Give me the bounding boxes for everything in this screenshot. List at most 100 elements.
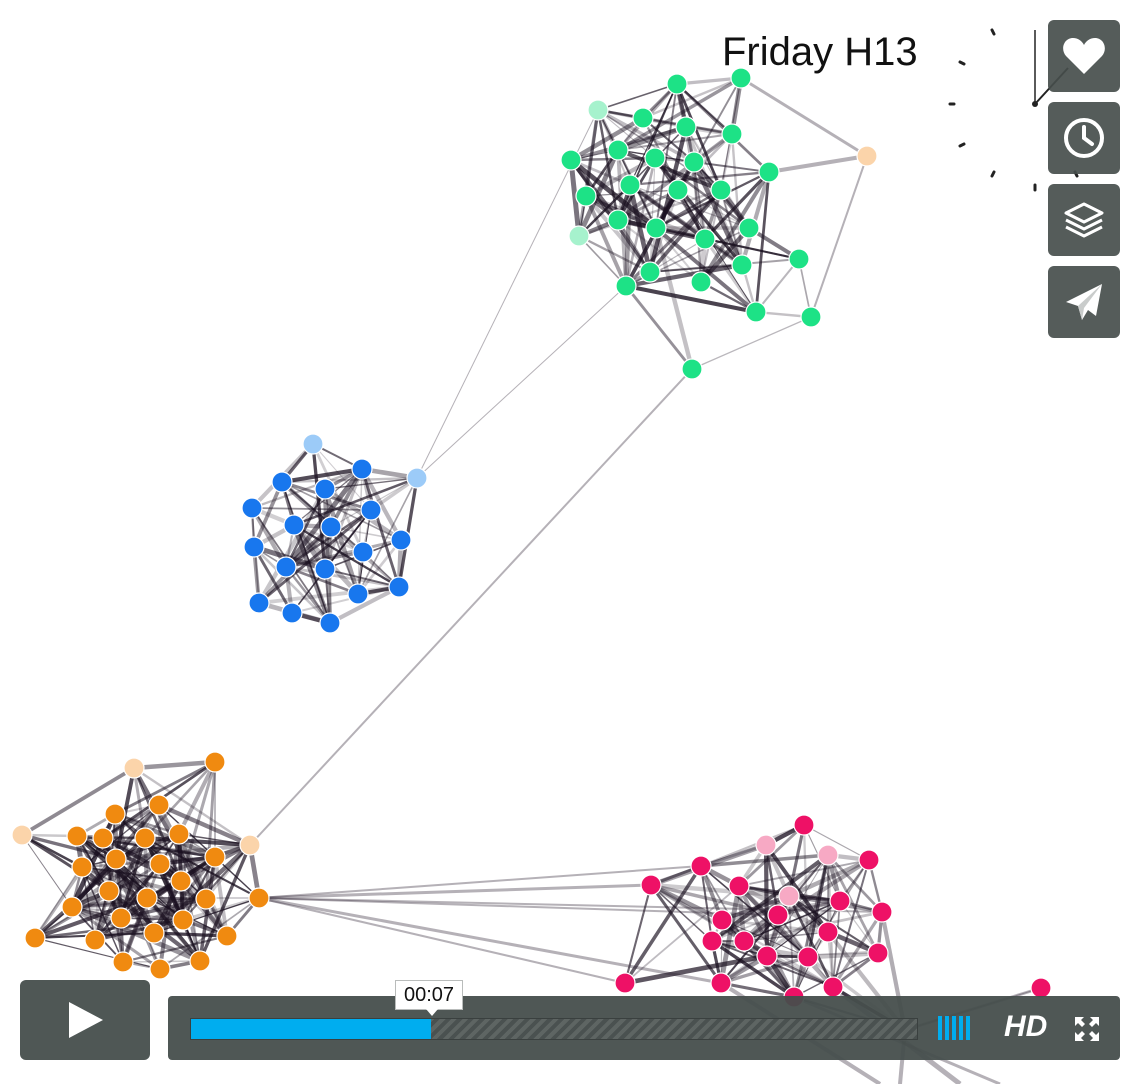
graph-node — [758, 161, 780, 183]
graph-node — [793, 814, 815, 836]
graph-node — [406, 467, 428, 489]
graph-node — [615, 275, 637, 297]
graph-node — [710, 179, 732, 201]
volume-control[interactable] — [938, 1016, 970, 1040]
graph-node — [314, 478, 336, 500]
graph-node — [767, 904, 789, 926]
graph-node — [800, 306, 822, 328]
collections-button[interactable] — [1048, 184, 1120, 256]
frame-title: Friday H13 — [722, 30, 918, 74]
share-button[interactable] — [1048, 266, 1120, 338]
volume-bar — [945, 1016, 949, 1040]
graph-node — [607, 209, 629, 231]
graph-node — [388, 576, 410, 598]
graph-node — [204, 846, 226, 868]
graph-node — [390, 529, 412, 551]
graph-node — [24, 927, 46, 949]
control-panel: HD — [168, 996, 1120, 1060]
play-button[interactable] — [20, 980, 150, 1060]
graph-node — [817, 844, 839, 866]
graph-node — [690, 271, 712, 293]
graph-node — [728, 875, 750, 897]
graph-node — [11, 824, 33, 846]
graph-node — [239, 834, 261, 856]
heart-icon — [1063, 38, 1105, 74]
graph-node — [778, 885, 800, 907]
graph-node — [92, 827, 114, 849]
graph-node — [568, 225, 590, 247]
graph-node — [619, 174, 641, 196]
volume-bar — [938, 1016, 942, 1040]
graph-node — [320, 516, 342, 538]
graph-nodes — [11, 67, 1052, 1041]
player-controls: HD 00:07 — [0, 980, 1140, 1084]
graph-node — [788, 248, 810, 270]
layers-icon — [1064, 202, 1104, 238]
graph-node — [690, 855, 712, 877]
graph-node — [71, 856, 93, 878]
hd-button[interactable]: HD — [1004, 1010, 1048, 1043]
graph-node — [61, 896, 83, 918]
graph-node — [360, 499, 382, 521]
graph-node — [204, 751, 226, 773]
graph-node — [123, 757, 145, 779]
graph-node — [745, 301, 767, 323]
graph-node — [195, 888, 217, 910]
graph-node — [683, 151, 705, 173]
graph-node — [248, 592, 270, 614]
watch-later-button[interactable] — [1048, 102, 1120, 174]
graph-node — [575, 185, 597, 207]
graph-node — [701, 930, 723, 952]
volume-bar — [966, 1016, 970, 1040]
graph-node — [105, 848, 127, 870]
graph-node — [755, 834, 777, 856]
graph-node — [136, 887, 158, 909]
graph-node — [733, 930, 755, 952]
graph-node — [248, 887, 270, 909]
graph-node — [189, 950, 211, 972]
graph-node — [607, 139, 629, 161]
play-icon — [69, 1002, 103, 1038]
clock-icon — [1064, 118, 1104, 158]
graph-node — [302, 433, 324, 455]
graph-node — [871, 901, 893, 923]
graph-node — [134, 827, 156, 849]
graph-node — [738, 217, 760, 239]
paper-plane-icon — [1066, 284, 1102, 320]
graph-node — [644, 147, 666, 169]
graph-node — [241, 497, 263, 519]
graph-node — [149, 853, 171, 875]
graph-node — [98, 880, 120, 902]
time-tooltip: 00:07 — [395, 980, 464, 1016]
volume-bar — [959, 1016, 963, 1040]
graph-node — [711, 909, 733, 931]
graph-node — [271, 471, 293, 493]
graph-node — [829, 890, 851, 912]
graph-node — [314, 558, 336, 580]
graph-node — [817, 921, 839, 943]
graph-node — [614, 972, 636, 994]
graph-node — [84, 929, 106, 951]
graph-node — [351, 458, 373, 480]
progress-bar[interactable] — [190, 1018, 918, 1040]
graph-node — [587, 99, 609, 121]
graph-node — [216, 925, 238, 947]
graph-node — [667, 179, 689, 201]
graph-node — [731, 254, 753, 276]
graph-node — [756, 945, 778, 967]
graph-node — [143, 922, 165, 944]
graph-node — [797, 946, 819, 968]
graph-node — [283, 514, 305, 536]
graph-node — [319, 612, 341, 634]
graph-node — [675, 116, 697, 138]
graph-node — [681, 358, 703, 380]
fullscreen-icon[interactable] — [1073, 1015, 1101, 1043]
graph-node — [168, 823, 190, 845]
graph-node — [66, 825, 88, 847]
graph-node — [856, 145, 878, 167]
like-button[interactable] — [1048, 20, 1120, 92]
graph-node — [639, 261, 661, 283]
graph-edges — [21, 76, 1042, 1084]
graph-node — [666, 73, 688, 95]
